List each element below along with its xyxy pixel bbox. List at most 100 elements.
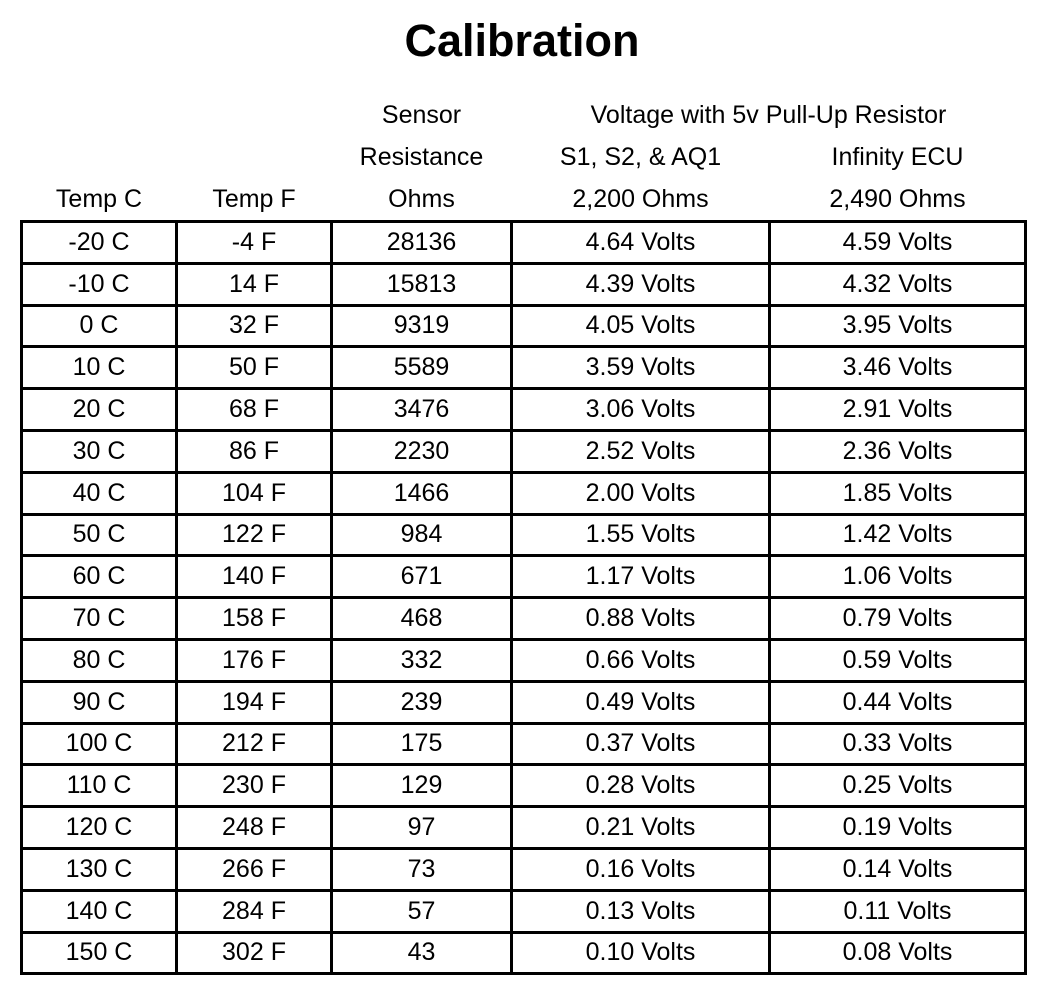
volts-2200-cell: 0.21 Volts (510, 805, 771, 850)
temp-c-cell: 120 C (20, 805, 178, 850)
temp-f-cell: 248 F (175, 805, 333, 850)
infinity-ecu-header: Infinity ECU (831, 142, 964, 171)
s1-s2-aq1-header: S1, S2, & AQ1 (559, 142, 722, 171)
table-row: 150 C 302 F 43 0.10 Volts 0.08 Volts (20, 930, 1027, 976)
volts-2490-cell: 0.59 Volts (768, 637, 1027, 683)
volts-2490-cell: 1.06 Volts (768, 554, 1027, 600)
temp-f-cell: 230 F (175, 763, 333, 809)
temp-f-cell: 212 F (175, 721, 333, 767)
temp-c-cell: 130 C (20, 846, 178, 892)
header-spacer (177, 94, 332, 136)
table-header: Sensor Voltage with 5v Pull-Up Resistor … (22, 94, 1026, 222)
resistance-ohms-cell: 1466 (330, 470, 513, 516)
table-row: 30 C 86 F 2230 2.52 Volts 2.36 Volts (20, 428, 1027, 474)
resistance-ohms-cell: 73 (330, 846, 513, 892)
ohms-column-header: Ohms (388, 184, 455, 213)
temp-f-cell: 302 F (175, 930, 333, 976)
volts-2490-cell: 0.33 Volts (768, 721, 1027, 767)
volts-2200-cell: 0.10 Volts (510, 930, 771, 976)
volts-2490-cell: 0.14 Volts (768, 846, 1027, 892)
temp-c-cell: 60 C (20, 554, 178, 600)
volts-2490-cell: 0.44 Volts (768, 679, 1027, 725)
table-row: 20 C 68 F 3476 3.06 Volts 2.91 Volts (20, 387, 1027, 432)
table-row: 0 C 32 F 9319 4.05 Volts 3.95 Volts (20, 303, 1027, 349)
volts-2490-cell: 0.11 Volts (768, 888, 1027, 934)
sensor-header-line2: Resistance (359, 142, 484, 171)
temp-f-cell: 86 F (175, 428, 333, 474)
temp-f-column-header: Temp F (212, 184, 296, 213)
volts-2490-cell: 0.19 Volts (768, 805, 1027, 850)
temp-c-cell: -20 C (20, 220, 178, 265)
table-row: 80 C 176 F 332 0.66 Volts 0.59 Volts (20, 637, 1027, 683)
temp-c-cell: 70 C (20, 596, 178, 641)
header-row-group: Sensor Voltage with 5v Pull-Up Resistor (22, 94, 1026, 136)
temp-c-cell: 80 C (20, 637, 178, 683)
temp-f-cell: 140 F (175, 554, 333, 600)
volts-2200-cell: 0.37 Volts (510, 721, 771, 767)
volts-2200-cell: 0.66 Volts (510, 637, 771, 683)
temp-f-cell: 32 F (175, 303, 333, 349)
temp-c-cell: 20 C (20, 387, 178, 432)
temp-c-cell: 150 C (20, 930, 178, 976)
volts-2200-cell: 0.13 Volts (510, 888, 771, 934)
volts-2490-cell: 1.42 Volts (768, 512, 1027, 558)
calibration-table: Sensor Voltage with 5v Pull-Up Resistor … (20, 94, 1027, 976)
volts-2200-cell: 4.39 Volts (510, 261, 771, 307)
page-title: Calibration (404, 15, 640, 66)
resistance-ohms-cell: 332 (330, 637, 513, 683)
volts-2490-cell: 2.91 Volts (768, 387, 1027, 432)
header-spacer (177, 136, 332, 178)
resistance-ohms-cell: 28136 (330, 220, 513, 265)
volts-2490-cell: 0.08 Volts (768, 930, 1027, 976)
temp-c-cell: 40 C (20, 470, 178, 516)
table-row: 40 C 104 F 1466 2.00 Volts 1.85 Volts (20, 470, 1027, 516)
volts-2200-cell: 0.49 Volts (510, 679, 771, 725)
volts-2200-cell: 0.28 Volts (510, 763, 771, 809)
table-row: 70 C 158 F 468 0.88 Volts 0.79 Volts (20, 596, 1027, 641)
temp-f-cell: 284 F (175, 888, 333, 934)
table-row: 130 C 266 F 73 0.16 Volts 0.14 Volts (20, 846, 1027, 892)
table-row: 90 C 194 F 239 0.49 Volts 0.44 Volts (20, 679, 1027, 725)
temp-c-cell: 110 C (20, 763, 178, 809)
voltage-group-header: Voltage with 5v Pull-Up Resistor (590, 100, 947, 129)
volts-2490-cell: 0.25 Volts (768, 763, 1027, 809)
temp-c-cell: 30 C (20, 428, 178, 474)
temp-f-cell: 122 F (175, 512, 333, 558)
table-row: -20 C -4 F 28136 4.64 Volts 4.59 Volts (20, 220, 1027, 265)
table-row: 100 C 212 F 175 0.37 Volts 0.33 Volts (20, 721, 1027, 767)
volts-2200-cell: 1.17 Volts (510, 554, 771, 600)
volts-2200-cell: 4.64 Volts (510, 220, 771, 265)
table-row: -10 C 14 F 15813 4.39 Volts 4.32 Volts (20, 261, 1027, 307)
temp-f-cell: 50 F (175, 345, 333, 391)
resistance-ohms-cell: 5589 (330, 345, 513, 391)
temp-c-cell: 90 C (20, 679, 178, 725)
temp-f-cell: 158 F (175, 596, 333, 641)
resistance-ohms-cell: 175 (330, 721, 513, 767)
resistance-ohms-cell: 97 (330, 805, 513, 850)
resistance-ohms-cell: 671 (330, 554, 513, 600)
volts-2490-cell: 3.46 Volts (768, 345, 1027, 391)
volts-2490-cell: 3.95 Volts (768, 303, 1027, 349)
volts-2200-cell: 0.16 Volts (510, 846, 771, 892)
table-row: 50 C 122 F 984 1.55 Volts 1.42 Volts (20, 512, 1027, 558)
temp-c-cell: 50 C (20, 512, 178, 558)
temp-c-cell: 0 C (20, 303, 178, 349)
volts-2200-cell: 2.00 Volts (510, 470, 771, 516)
resistance-ohms-cell: 43 (330, 930, 513, 976)
volts-2200-cell: 4.05 Volts (510, 303, 771, 349)
table-row: 140 C 284 F 57 0.13 Volts 0.11 Volts (20, 888, 1027, 934)
resistance-ohms-cell: 57 (330, 888, 513, 934)
temp-f-cell: 176 F (175, 637, 333, 683)
volts-2200-cell: 3.06 Volts (510, 387, 771, 432)
resistance-ohms-cell: 984 (330, 512, 513, 558)
temp-c-cell: -10 C (20, 261, 178, 307)
temp-c-cell: 140 C (20, 888, 178, 934)
volts-2490-cell: 4.32 Volts (768, 261, 1027, 307)
volts-2200-cell: 1.55 Volts (510, 512, 771, 558)
resistance-ohms-cell: 15813 (330, 261, 513, 307)
table-row: 110 C 230 F 129 0.28 Volts 0.25 Volts (20, 763, 1027, 809)
ohms-2200-column-header: 2,200 Ohms (572, 184, 709, 213)
temp-f-cell: 266 F (175, 846, 333, 892)
temp-c-cell: 10 C (20, 345, 178, 391)
